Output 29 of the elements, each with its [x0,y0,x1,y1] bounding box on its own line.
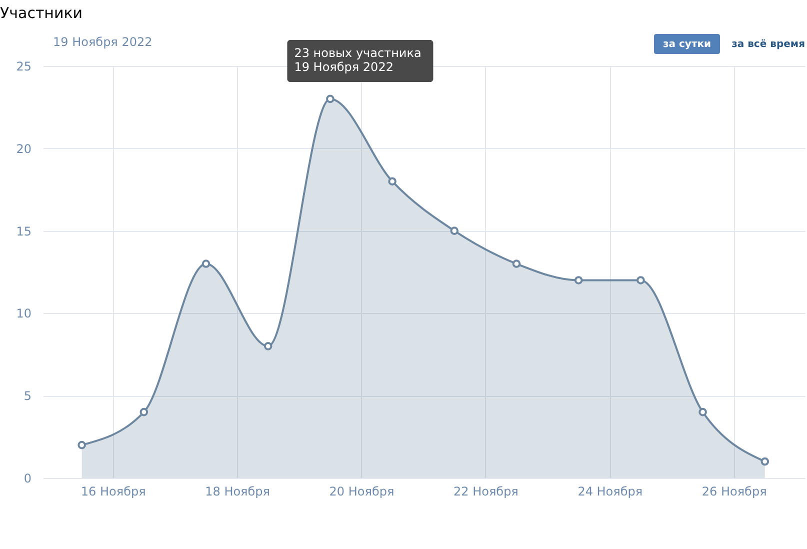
y-tick-label: 25 [16,60,32,74]
point [574,276,583,284]
point [78,440,86,450]
y-tick-label: 15 [16,224,32,238]
point [450,226,459,235]
y-tick-label: 5 [24,389,32,404]
point [388,177,396,186]
point [264,342,272,350]
x-tick-label: 20 Ноября [329,484,394,498]
text: за всё время [732,39,805,50]
x-tick-label: 26 Ноября [702,484,767,498]
point [636,276,645,284]
x-tick-label: 16 Ноября [80,484,146,498]
y-tick-label: 20 [16,142,32,156]
y-tick-label: 0 [24,472,32,486]
x-tick-label: 18 Ноября [205,484,270,498]
x-tick-label: 22 Ноября [454,484,518,498]
annotation: 23 новых участника 19 Ноября 2022 [294,46,422,74]
point [140,408,148,416]
point [202,260,210,268]
chart-subtitle: 19 Ноября 2022 [53,35,152,49]
point [326,94,334,104]
text: за сутки [662,39,712,50]
point [512,260,521,268]
point [760,457,770,466]
chart-title: Участники [0,4,83,22]
y-tick-label: 10 [16,306,32,321]
x-tick-label: 24 Ноября [578,484,643,498]
point [698,408,707,416]
